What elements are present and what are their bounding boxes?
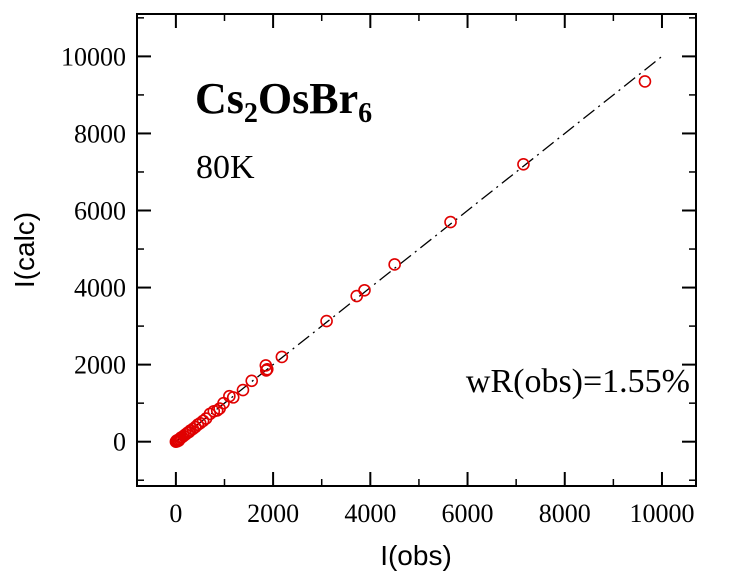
y-tick-label: 0 — [113, 428, 126, 457]
temperature-label: 80K — [196, 149, 255, 186]
x-tick-label: 4000 — [344, 499, 396, 528]
y-tick-label: 4000 — [74, 274, 126, 303]
data-point — [259, 364, 273, 377]
data-point — [245, 374, 259, 388]
compound-mid: OsBr — [258, 74, 358, 123]
data-point — [226, 391, 240, 404]
y-tick-label: 8000 — [74, 119, 126, 148]
x-tick-label: 8000 — [539, 499, 591, 528]
compound-sub-2: 6 — [358, 98, 372, 129]
compound-label: Cs2OsBr6 — [195, 74, 372, 129]
ticks-layer: 0 2000 4000 6000 8000 10000 0 2000 4000 6000 8000 1… — [61, 14, 696, 528]
data-point — [236, 383, 250, 397]
x-tick-label: 0 — [169, 499, 182, 528]
wr-label: wR(obs)=1.55% — [466, 363, 690, 400]
data-point — [444, 215, 457, 229]
y-tick-label: 10000 — [61, 42, 126, 71]
y-tick-label: 6000 — [74, 197, 126, 226]
plot-frame — [136, 13, 697, 487]
y-axis-title: I(calc) — [9, 212, 40, 288]
data-point — [388, 258, 401, 271]
data-point — [260, 362, 274, 376]
data-point — [210, 404, 224, 417]
x-tick-label: 2000 — [247, 499, 299, 528]
compound-base: Cs — [195, 74, 244, 123]
y-tick-label: 2000 — [74, 351, 126, 380]
data-point — [638, 75, 652, 88]
x-tick-label: 6000 — [442, 499, 494, 528]
x-tick-label: 10000 — [629, 499, 694, 528]
data-point — [517, 157, 530, 171]
data-point — [320, 314, 333, 328]
compound-sub-1: 2 — [244, 98, 258, 129]
data-point — [196, 414, 210, 428]
x-axis-title: I(obs) — [380, 540, 452, 571]
data-point — [275, 350, 289, 364]
data-point — [358, 283, 371, 297]
data-points-layer — [169, 75, 652, 448]
